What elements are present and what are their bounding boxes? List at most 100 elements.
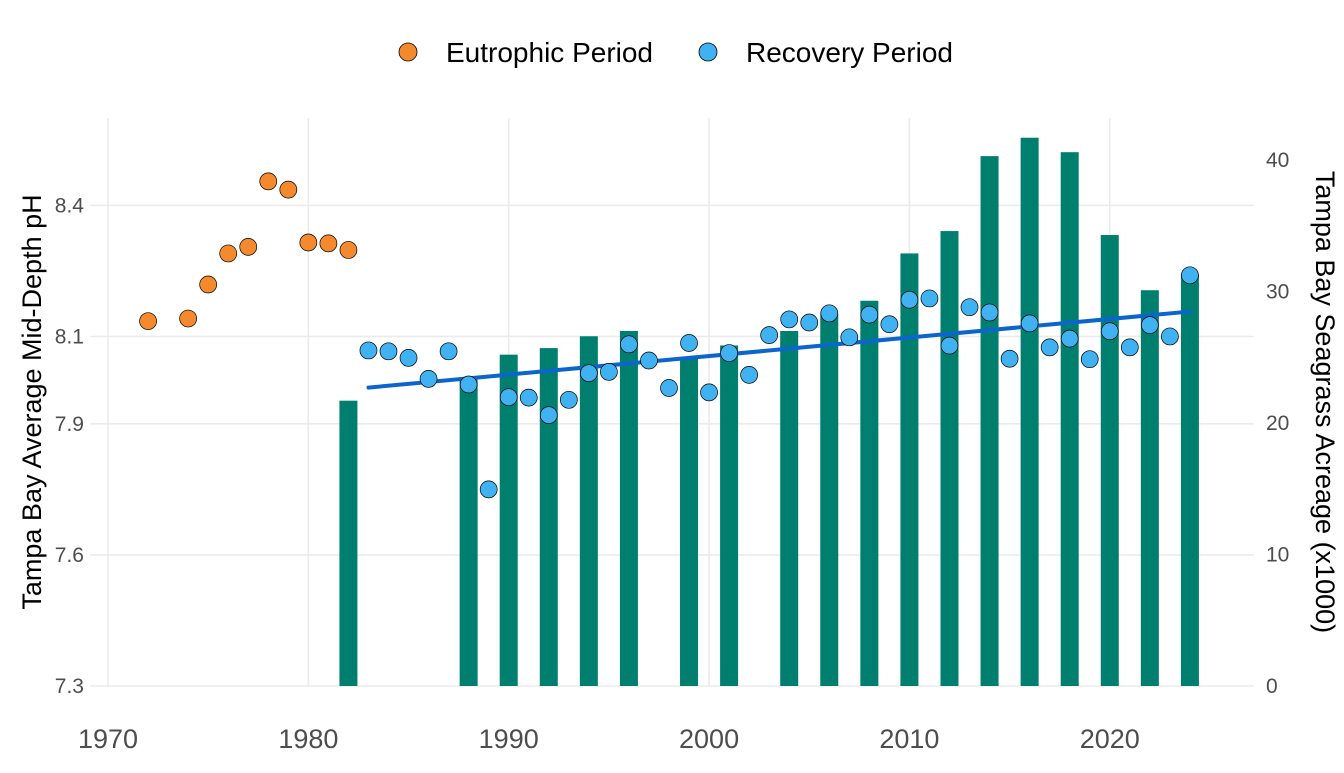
recovery-point-1988 <box>459 375 478 394</box>
trend-line <box>366 309 1192 390</box>
y-right-tick-label: 40 <box>1266 149 1289 172</box>
recovery-point-1987 <box>439 342 458 361</box>
recovery-point-1999 <box>680 334 698 352</box>
bar-1996 <box>619 331 638 686</box>
recovery-point-1983 <box>359 341 378 360</box>
eutrophic-point-1974 <box>179 309 197 328</box>
eutrophic-point-1980 <box>299 233 318 252</box>
bar-1990 <box>499 354 518 686</box>
eutrophic-point-1979 <box>279 180 298 199</box>
legend-label-recovery: Recovery Period <box>746 37 953 68</box>
recovery-point-1992 <box>539 406 558 424</box>
legend-marker-recovery <box>698 42 718 62</box>
recovery-point-2017 <box>1040 338 1059 357</box>
bar-2010 <box>900 253 919 687</box>
recovery-point-1997 <box>640 351 658 370</box>
recovery-point-2001 <box>720 344 738 362</box>
axis-ticks: 7.3 7.6 7.9 8.1 8.4 0 10 20 30 40 1970 1980 1990 2000… <box>55 149 1290 754</box>
x-tick-label: 2010 <box>879 724 939 754</box>
recovery-point-2020 <box>1100 322 1119 341</box>
eutrophic-point-1977 <box>239 238 258 256</box>
bar-1982 <box>339 400 358 686</box>
eutrophic-point-1982 <box>339 241 358 259</box>
recovery-point-2024 <box>1181 266 1199 285</box>
recovery-point-2013 <box>960 298 979 317</box>
y-right-tick-label: 0 <box>1266 675 1278 698</box>
recovery-point-2005 <box>800 313 819 332</box>
bar-2016 <box>1020 137 1039 686</box>
recovery-point-2015 <box>1000 349 1019 368</box>
recovery-point-1998 <box>660 379 678 397</box>
bar-2006 <box>820 313 839 686</box>
eutrophic-point-1976 <box>219 244 238 263</box>
bar-1999 <box>680 357 699 686</box>
recovery-point-1989 <box>479 480 498 499</box>
recovery-point-2006 <box>820 304 839 323</box>
y-right-tick-label: 30 <box>1266 281 1289 304</box>
recovery-point-1991 <box>519 388 538 407</box>
recovery-point-2016 <box>1020 314 1039 333</box>
y-axis-right-title: Tampa Bay Seagrass Acreage (x1000) <box>1310 171 1340 633</box>
recovery-point-2021 <box>1120 338 1139 357</box>
grid-lines <box>90 118 1254 687</box>
bar-2024 <box>1180 274 1199 686</box>
bar-1992 <box>539 348 558 686</box>
x-tick-label: 2000 <box>679 724 739 754</box>
legend: Eutrophic Period Recovery Period <box>398 37 953 68</box>
y-left-tick-label: 7.6 <box>55 544 84 567</box>
bar-2001 <box>720 345 739 686</box>
eutrophic-point-1975 <box>199 275 218 294</box>
bar-2014 <box>980 156 999 686</box>
legend-label-eutrophic: Eutrophic Period <box>446 37 653 68</box>
seagrass-bars <box>339 137 1199 687</box>
recovery-point-2004 <box>780 310 799 329</box>
bar-1994 <box>579 336 598 686</box>
bar-2012 <box>940 231 959 686</box>
recovery-point-2002 <box>740 366 758 384</box>
recovery-point-2022 <box>1140 316 1159 334</box>
y-left-tick-label: 7.3 <box>55 675 84 698</box>
ph-points <box>139 172 1199 499</box>
eutrophic-point-1981 <box>319 234 338 253</box>
y-right-tick-label: 20 <box>1266 412 1289 435</box>
x-tick-label: 1990 <box>479 724 539 754</box>
bar-2020 <box>1100 235 1119 686</box>
bar-2018 <box>1060 152 1079 686</box>
recovery-point-1995 <box>600 363 618 381</box>
x-tick-label: 1980 <box>278 724 338 754</box>
y-axis-left-title: Tampa Bay Average Mid-Depth pH <box>17 194 47 609</box>
recovery-point-1996 <box>620 335 638 354</box>
recovery-point-1994 <box>579 364 598 383</box>
recovery-point-1985 <box>399 349 418 367</box>
recovery-point-1986 <box>419 369 438 388</box>
bar-2022 <box>1140 290 1159 686</box>
y-left-tick-label: 8.1 <box>55 325 84 348</box>
eutrophic-point-1972 <box>139 312 157 331</box>
bar-2008 <box>860 300 879 686</box>
recovery-point-2011 <box>920 289 939 308</box>
recovery-point-2003 <box>760 326 779 345</box>
eutrophic-point-1978 <box>259 172 278 191</box>
recovery-point-2007 <box>840 328 859 347</box>
recovery-point-1984 <box>379 342 398 361</box>
y-right-tick-label: 10 <box>1266 544 1289 567</box>
recovery-point-2008 <box>860 305 879 324</box>
recovery-point-2014 <box>980 303 999 322</box>
recovery-point-2018 <box>1060 329 1079 348</box>
y-left-tick-label: 8.4 <box>55 194 85 217</box>
bar-2004 <box>780 331 799 686</box>
recovery-point-1993 <box>559 390 578 409</box>
y-left-tick-label: 7.9 <box>55 413 84 436</box>
x-tick-label: 2020 <box>1080 724 1140 754</box>
recovery-point-2009 <box>880 315 899 334</box>
trend-line-group <box>366 309 1192 390</box>
recovery-point-2023 <box>1161 327 1179 346</box>
recovery-point-2010 <box>900 290 919 309</box>
recovery-point-2000 <box>700 383 718 402</box>
legend-marker-eutrophic <box>398 42 418 62</box>
x-tick-label: 1970 <box>78 724 138 754</box>
recovery-point-2012 <box>940 336 959 355</box>
recovery-point-2019 <box>1080 350 1099 369</box>
bar-1988 <box>459 377 478 686</box>
